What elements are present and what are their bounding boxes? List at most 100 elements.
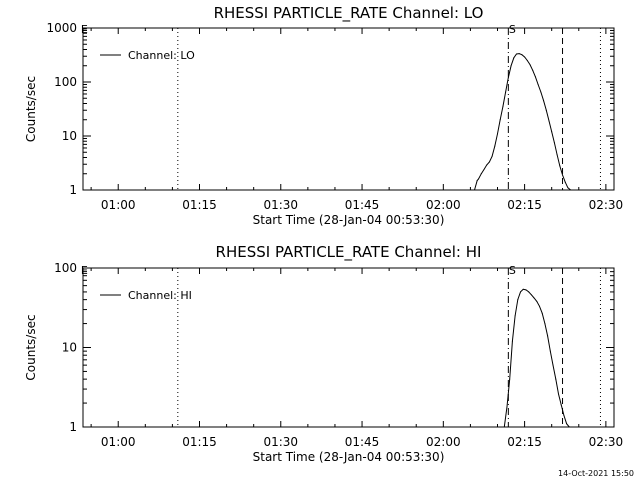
y-axis-label: Counts/sec: [24, 314, 38, 380]
data-point: [473, 189, 475, 191]
y-tick-label: 10: [62, 341, 77, 355]
data-point: [551, 131, 553, 133]
data-point: [567, 187, 569, 189]
x-tick-label: 01:00: [101, 198, 136, 212]
data-point: [522, 288, 524, 290]
data-point: [541, 312, 543, 314]
flag-marker-e: E: [81, 23, 88, 36]
data-point: [494, 145, 496, 147]
data-point: [505, 91, 507, 93]
data-point: [536, 300, 538, 302]
data-point: [552, 364, 554, 366]
chart-panel-lo: RHESSI PARTICLE_RATE Channel: LO 01:00 01:…: [24, 4, 623, 227]
x-tick-label: 01:15: [182, 435, 217, 449]
data-point: [540, 91, 542, 93]
data-point: [530, 294, 532, 296]
data-point: [562, 174, 564, 176]
x-tick-label: 02:00: [426, 198, 461, 212]
data-point: [503, 426, 505, 428]
data-point: [521, 54, 523, 56]
data-point: [509, 378, 511, 380]
data-point: [555, 378, 557, 380]
data-point: [499, 119, 501, 121]
data-point: [518, 53, 520, 55]
data-point: [511, 340, 513, 342]
data-point: [506, 406, 508, 408]
data-point: [537, 83, 539, 85]
data-point: [557, 393, 559, 395]
data-point: [560, 404, 562, 406]
data-point: [532, 69, 534, 71]
data-point: [478, 178, 480, 180]
data-point: [528, 291, 530, 293]
series-line: [503, 288, 570, 427]
data-point: [510, 65, 512, 67]
data-point: [514, 315, 516, 317]
data-point: [556, 154, 558, 156]
x-tick-label: 02:15: [507, 198, 542, 212]
data-point: [517, 299, 519, 301]
x-axis-label: Start Time (28-Jan-04 00:53:30): [253, 213, 445, 227]
data-point: [520, 291, 522, 293]
data-point: [525, 289, 527, 291]
x-tick-label: 02:30: [589, 198, 624, 212]
flag-marker-s: S: [509, 23, 516, 36]
data-point: [564, 181, 566, 183]
data-point: [526, 60, 528, 62]
data-point: [549, 350, 551, 352]
y-tick-label: 100: [54, 261, 77, 275]
flag-marker-s: S: [509, 264, 516, 277]
data-point: [529, 64, 531, 66]
data-point: [568, 426, 570, 428]
data-point: [483, 168, 485, 170]
y-tick-label: 100: [54, 75, 77, 89]
plot-frame: [82, 27, 615, 191]
chart-panel-hi: RHESSI PARTICLE_RATE Channel: HI 01:00 01:…: [24, 243, 623, 464]
x-tick-label: 01:45: [345, 435, 380, 449]
legend-entry: Channel: LO: [128, 49, 195, 62]
y-axis-label: Counts/sec: [24, 76, 38, 142]
data-point: [476, 179, 478, 181]
data-point: [486, 164, 488, 166]
x-tick-label: 01:30: [263, 435, 298, 449]
chart-title: RHESSI PARTICLE_RATE Channel: HI: [216, 243, 482, 262]
x-tick-label: 01:00: [101, 435, 136, 449]
data-point: [534, 76, 536, 78]
legend-entry: Channel: HI: [128, 289, 192, 302]
footer-timestamp: 14-Oct-2021 15:50: [558, 469, 634, 478]
x-tick-label: 02:30: [589, 435, 624, 449]
data-point: [559, 165, 561, 167]
x-tick-label: 01:45: [345, 198, 380, 212]
data-point: [480, 173, 482, 175]
data-point: [548, 120, 550, 122]
y-tick-label: 1000: [46, 21, 77, 35]
data-point: [545, 109, 547, 111]
x-tick-label: 01:30: [263, 198, 298, 212]
data-point: [538, 305, 540, 307]
data-point: [497, 133, 499, 135]
y-tick-label: 1: [69, 420, 77, 434]
data-point: [570, 189, 572, 191]
data-point: [544, 323, 546, 325]
y-tick-label: 10: [62, 129, 77, 143]
chart-title: RHESSI PARTICLE_RATE Channel: LO: [214, 4, 484, 23]
x-tick-label: 01:15: [182, 198, 217, 212]
data-point: [507, 77, 509, 79]
y-tick-label: 1: [69, 183, 77, 197]
x-tick-label: 02:00: [426, 435, 461, 449]
data-point: [533, 297, 535, 299]
data-point: [543, 100, 545, 102]
data-point: [515, 53, 517, 55]
data-point: [513, 57, 515, 59]
data-point: [491, 155, 493, 157]
data-point: [547, 335, 549, 337]
series-line: [474, 53, 572, 190]
data-point: [488, 161, 490, 163]
data-point: [553, 142, 555, 144]
data-point: [502, 106, 504, 108]
flag-marker-e: E: [81, 264, 88, 277]
data-point: [563, 414, 565, 416]
x-axis-label: Start Time (28-Jan-04 00:53:30): [253, 450, 445, 464]
data-point: [566, 423, 568, 425]
